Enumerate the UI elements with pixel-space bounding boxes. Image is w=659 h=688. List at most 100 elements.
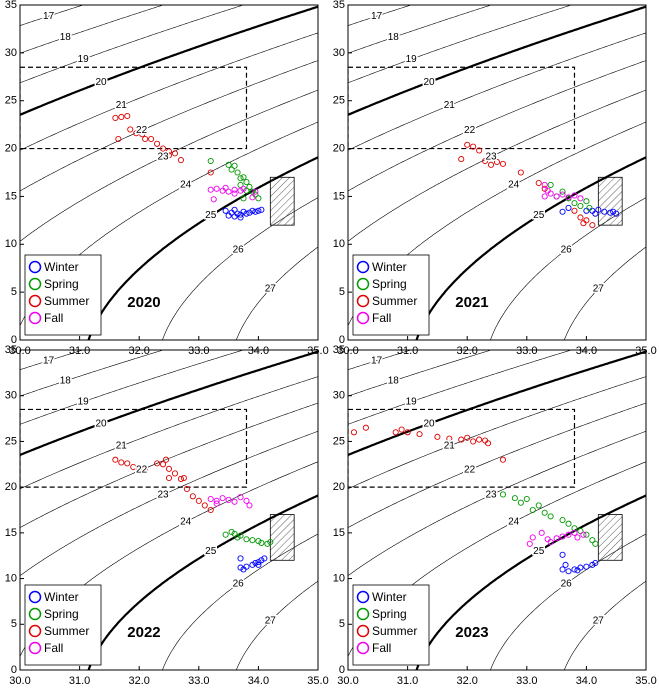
water-mass-box	[269, 176, 295, 226]
legend-box	[352, 584, 430, 666]
legend-marker	[28, 260, 42, 274]
data-point	[225, 496, 232, 503]
x-tick-label: 34.0	[576, 345, 597, 357]
x-tick-label: 34.0	[248, 675, 269, 687]
legend-marker	[356, 277, 370, 291]
legend-marker	[28, 624, 42, 638]
water-mass-box	[348, 66, 576, 150]
data-point	[517, 499, 524, 506]
density-contour	[20, 32, 318, 151]
contour-label: 21	[444, 100, 456, 111]
y-tick-label: 20	[5, 481, 17, 493]
data-point	[237, 494, 244, 501]
data-point	[574, 567, 581, 574]
contour-label: 19	[78, 54, 90, 65]
data-point	[207, 506, 214, 514]
data-point	[577, 527, 584, 535]
y-tick-label: 35	[5, 344, 17, 356]
data-point	[547, 513, 554, 520]
data-point	[470, 143, 477, 150]
data-point	[252, 208, 259, 215]
data-point	[228, 166, 235, 173]
density-contour	[348, 350, 412, 370]
panel: 17 18 19 20 21 22 23 24 25 26 27 30.0 31.0 32.0 33.0 34…	[333, 344, 657, 687]
data-point	[165, 474, 173, 482]
data-point	[234, 210, 241, 217]
plot-frame	[19, 4, 319, 341]
data-point	[142, 135, 149, 143]
data-point	[529, 506, 536, 514]
data-point	[159, 461, 167, 468]
y-tick-label: 0	[11, 664, 17, 676]
data-point	[237, 532, 244, 539]
data-point	[458, 156, 465, 163]
data-point	[565, 194, 572, 201]
plot-frame	[347, 349, 647, 671]
contour-label: 26	[233, 578, 245, 589]
data-point	[148, 135, 155, 143]
x-tick-label: 35.0	[635, 675, 656, 687]
data-point	[485, 440, 492, 447]
density-contour	[236, 580, 318, 670]
contour-label: 22	[464, 125, 476, 136]
legend-marker	[28, 607, 42, 621]
data-point	[541, 185, 548, 192]
data-point	[589, 561, 596, 568]
data-point	[267, 538, 274, 546]
data-point	[559, 517, 566, 524]
data-point	[535, 502, 542, 509]
data-point	[237, 555, 244, 562]
legend-label: Winter	[372, 590, 407, 604]
data-point	[258, 206, 265, 213]
data-point	[213, 497, 220, 504]
data-point	[562, 561, 569, 568]
data-point	[482, 157, 489, 165]
data-point	[541, 509, 548, 516]
y-tick-label: 35	[333, 0, 345, 11]
contour-label: 26	[233, 244, 245, 255]
data-point	[231, 498, 238, 505]
data-point	[243, 187, 250, 194]
contour-label: 18	[60, 376, 72, 387]
data-point	[243, 497, 250, 504]
data-point	[112, 114, 119, 121]
data-point	[246, 183, 253, 190]
contour-label: 25	[533, 210, 545, 221]
data-point	[404, 429, 411, 436]
data-point	[538, 529, 545, 536]
water-mass-box	[269, 514, 295, 561]
contour-label: 25	[533, 546, 545, 557]
data-point	[574, 534, 581, 541]
data-point	[189, 493, 196, 500]
contour-label: 19	[78, 396, 90, 407]
water-mass-box	[20, 66, 248, 150]
data-point	[112, 456, 119, 463]
data-point	[201, 502, 208, 509]
legend-label: Fall	[372, 311, 391, 325]
x-tick-label: 33.0	[188, 675, 209, 687]
data-point	[139, 131, 146, 138]
data-point	[517, 169, 524, 176]
data-point	[565, 204, 572, 211]
density-contour	[348, 5, 573, 84]
data-point	[392, 429, 399, 436]
contour-label: 25	[205, 210, 217, 221]
legend-label: Winter	[44, 590, 79, 604]
data-point	[171, 150, 179, 157]
data-point	[559, 566, 566, 573]
contour-label: 17	[43, 11, 55, 22]
data-point	[580, 220, 587, 227]
x-tick-label: 34.0	[248, 345, 269, 357]
data-point	[258, 539, 265, 546]
contour-label: 27	[265, 283, 277, 294]
legend-marker	[28, 277, 42, 291]
density-contour	[20, 350, 84, 370]
data-point	[207, 157, 214, 165]
data-point	[398, 426, 405, 433]
data-point	[207, 495, 214, 503]
data-point	[225, 161, 232, 168]
x-tick-label: 35.0	[307, 675, 328, 687]
data-point	[255, 195, 262, 202]
data-point	[464, 141, 471, 148]
contour-label: 19	[406, 54, 418, 65]
